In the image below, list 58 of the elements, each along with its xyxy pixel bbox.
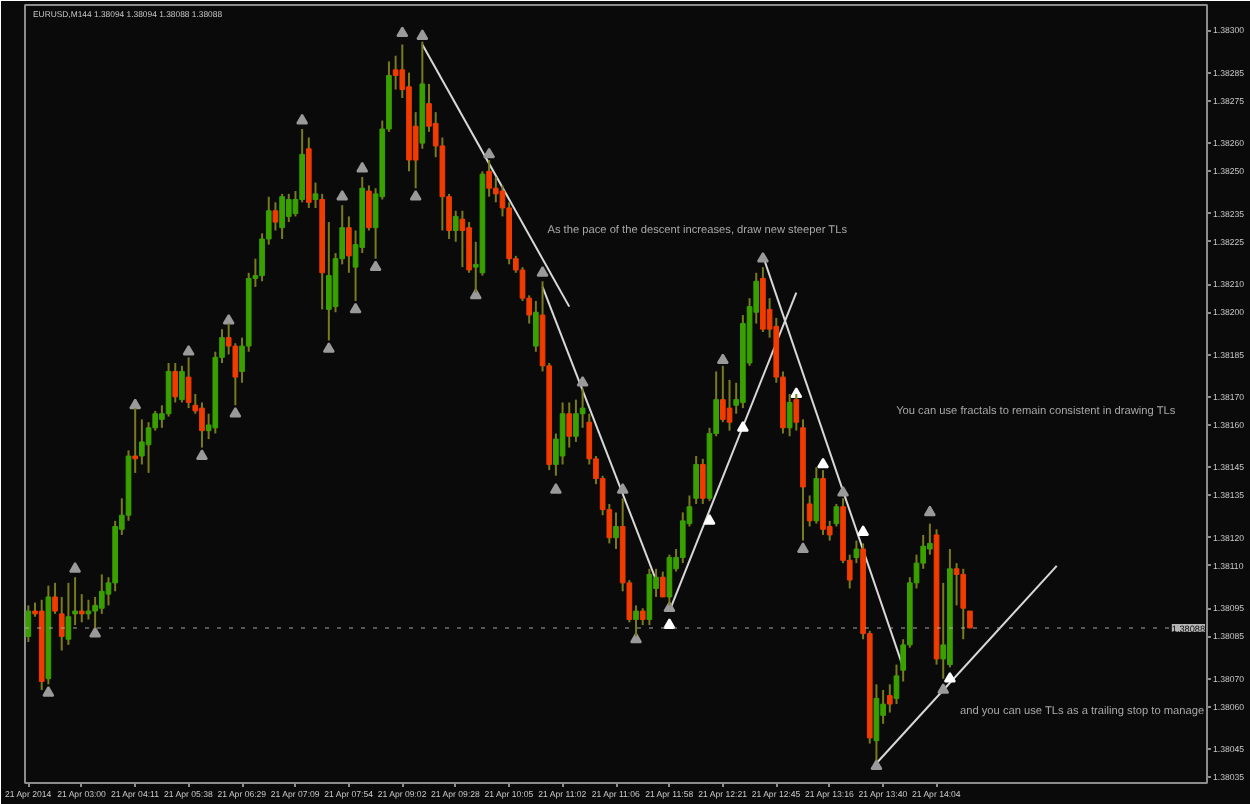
- point: [923, 505, 936, 517]
- candlestick: [285, 192, 292, 224]
- point: [736, 421, 749, 432]
- point: [69, 561, 82, 573]
- point: [349, 302, 362, 314]
- candlestick: [659, 570, 666, 598]
- candlestick: [199, 401, 205, 449]
- point: [857, 525, 870, 537]
- point: [336, 189, 349, 201]
- point: [549, 483, 562, 494]
- point: [409, 189, 422, 201]
- candlestick: [699, 457, 706, 505]
- point: [296, 113, 309, 125]
- point: [322, 342, 335, 353]
- point: [937, 683, 950, 694]
- point: [703, 514, 716, 525]
- point: [369, 260, 382, 272]
- candlestick: [646, 567, 653, 627]
- candlestick: [25, 604, 32, 644]
- point: [663, 618, 676, 630]
- candlestick: [720, 364, 726, 424]
- point: [817, 457, 830, 469]
- point: [943, 671, 956, 683]
- candlestick: [78, 593, 85, 624]
- point: [663, 601, 676, 613]
- candlestick: [179, 364, 185, 404]
- point: [222, 313, 235, 325]
- point: [229, 406, 242, 418]
- point: [89, 626, 102, 638]
- point: [630, 632, 643, 644]
- point: [837, 485, 850, 497]
- candlestick: [459, 209, 466, 269]
- candlestick: [172, 361, 179, 404]
- point: [756, 251, 769, 263]
- candlestick: [786, 393, 793, 438]
- candlestick: [813, 466, 820, 525]
- point: [483, 147, 496, 159]
- candlestick: [566, 401, 573, 449]
- candlestick: [65, 581, 72, 646]
- point: [396, 26, 409, 38]
- point: [195, 449, 208, 460]
- candlestick: [613, 511, 619, 551]
- point: [42, 686, 55, 697]
- candlestick: [960, 567, 967, 641]
- point: [796, 542, 809, 553]
- point: [356, 161, 369, 173]
- point: [870, 759, 883, 770]
- point: [536, 266, 549, 277]
- candlestick: [279, 192, 285, 240]
- point: [616, 483, 629, 494]
- candlestick: [85, 598, 92, 621]
- candlestick: [272, 201, 279, 232]
- point: [182, 344, 195, 356]
- point: [129, 398, 142, 410]
- candlestick: [185, 356, 192, 410]
- point: [576, 375, 589, 387]
- point: [416, 29, 429, 40]
- point: [716, 353, 729, 365]
